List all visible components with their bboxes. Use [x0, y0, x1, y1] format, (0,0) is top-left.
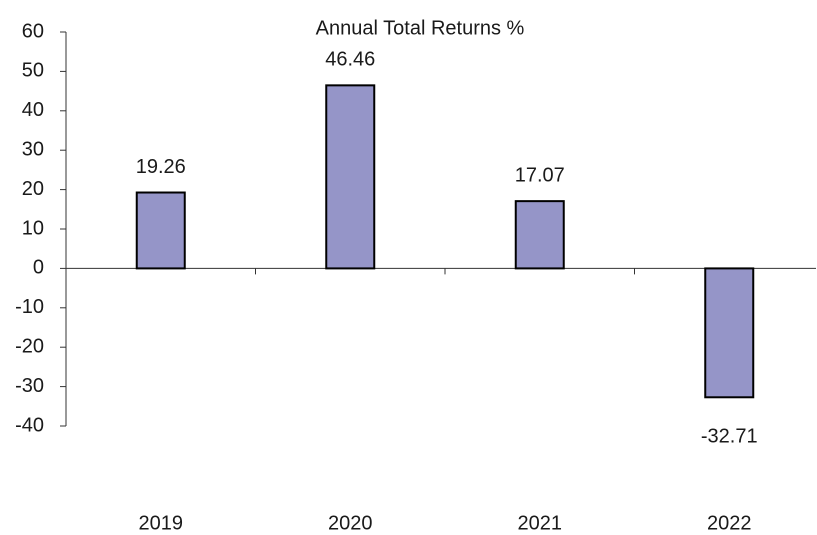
- value-label: -32.71: [701, 426, 758, 448]
- x-tick-label: 2020: [328, 512, 373, 534]
- chart-title: Annual Total Returns %: [316, 17, 525, 39]
- y-tick-label: 20: [22, 178, 44, 200]
- x-tick-label: 2021: [518, 512, 563, 534]
- bar: [135, 191, 186, 270]
- y-tick-label: -20: [15, 335, 44, 357]
- y-tick-label: -10: [15, 296, 44, 318]
- y-tick-label: 0: [33, 257, 44, 279]
- y-tick-label: 40: [22, 99, 44, 121]
- y-tick-label: -40: [15, 414, 44, 436]
- bar: [704, 267, 755, 399]
- bar: [514, 200, 565, 270]
- y-tick-label: 50: [22, 60, 44, 82]
- bar: [325, 84, 376, 270]
- y-tick-label: -30: [15, 375, 44, 397]
- y-tick-label: 30: [22, 138, 44, 160]
- value-label: 19.26: [136, 156, 186, 178]
- value-label: 17.07: [515, 164, 565, 186]
- y-tick-label: 10: [22, 217, 44, 239]
- y-tick-label: 60: [22, 20, 44, 42]
- x-tick-label: 2019: [139, 512, 184, 534]
- x-tick-label: 2022: [707, 512, 752, 534]
- value-label: 46.46: [325, 49, 375, 71]
